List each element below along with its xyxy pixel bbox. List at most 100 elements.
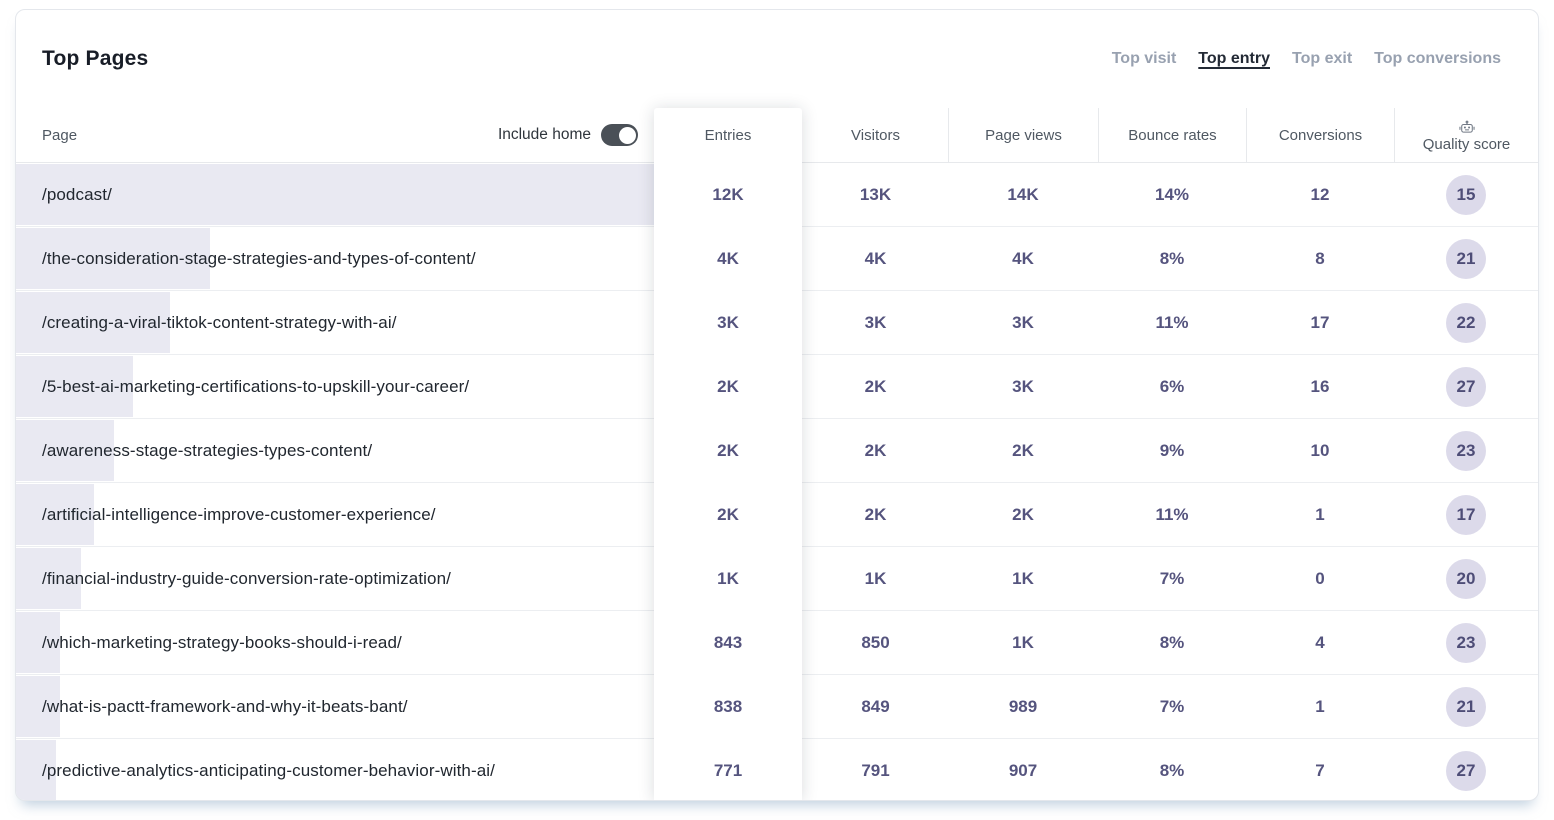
entries-value: 838: [713, 697, 743, 716]
page-path[interactable]: /awareness-stage-strategies-types-conten…: [42, 440, 373, 460]
page-path[interactable]: /5-best-ai-marketing-certifications-to-u…: [42, 376, 470, 396]
page-cell: /the-consideration-stage-strategies-and-…: [16, 227, 655, 290]
entries-value: 12K: [712, 185, 744, 204]
conversions-value: 7: [1315, 761, 1325, 780]
page-views-value: 3K: [1012, 376, 1034, 396]
quality-score-cell: 21: [1394, 227, 1538, 290]
entries-value: 771: [713, 761, 743, 780]
table-row[interactable]: /creating-a-viral-tiktok-content-strateg…: [16, 291, 1538, 355]
page-path[interactable]: /predictive-analytics-anticipating-custo…: [42, 761, 495, 780]
visitors-value: 13K: [859, 184, 892, 204]
bounce-rate-value: 8%: [1159, 761, 1185, 780]
bounce-rate-value: 11%: [1155, 504, 1189, 524]
quality-score-cell: 22: [1394, 291, 1538, 354]
page-cell: /predictive-analytics-anticipating-custo…: [16, 739, 655, 800]
page-views-value: 989: [1008, 696, 1038, 716]
entries-value: 2K: [717, 505, 739, 524]
include-home-toggle[interactable]: [601, 124, 638, 146]
bounce-rate-value: 7%: [1159, 696, 1185, 716]
column-header-visitors[interactable]: Visitors: [851, 126, 900, 144]
robot-icon: [1458, 120, 1475, 135]
page-cell: /which-marketing-strategy-books-should-i…: [16, 611, 655, 674]
table-body: /podcast/13K 14K 14% 12 15/the-consideration…: [16, 163, 1538, 800]
page-path[interactable]: /financial-industry-guide-conversion-rat…: [42, 568, 451, 588]
visitors-value: 1K: [864, 568, 887, 588]
column-header-page: Page Include home: [16, 108, 655, 162]
conversions-value: 17: [1310, 312, 1330, 332]
page-cell: /what-is-pactt-framework-and-why-it-beat…: [16, 675, 655, 738]
conversions-value: 4: [1315, 632, 1325, 652]
top-pages-card: Top Pages Top visit Top entry Top exit Top …: [15, 9, 1539, 801]
conversions-value: 12: [1310, 184, 1330, 204]
quality-score-badge: 27: [1446, 366, 1486, 407]
column-header-quality-score[interactable]: Quality score: [1394, 108, 1538, 162]
card-header: Top Pages Top visit Top entry Top exit Top …: [16, 10, 1538, 108]
page-metric-bar: [16, 484, 94, 545]
column-header-page-views[interactable]: Page views: [948, 108, 1098, 162]
bounce-rate-value: 9%: [1159, 440, 1185, 460]
page-cell: /5-best-ai-marketing-certifications-to-u…: [16, 355, 655, 418]
table-row[interactable]: /what-is-pactt-framework-and-why-it-beat…: [16, 675, 1538, 739]
page-path[interactable]: /podcast/: [42, 184, 112, 204]
visitors-value: 2K: [864, 440, 887, 460]
page-title: Top Pages: [42, 47, 149, 70]
tab-top-entry[interactable]: Top entry: [1198, 50, 1270, 67]
page-views-value: 1K: [1012, 568, 1034, 588]
page-path[interactable]: /the-consideration-stage-strategies-and-…: [42, 248, 476, 268]
table-row[interactable]: /predictive-analytics-anticipating-custo…: [16, 739, 1538, 800]
page-metric-bar: [16, 164, 655, 225]
page-cell: /creating-a-viral-tiktok-content-strateg…: [16, 291, 655, 354]
entries-value: 2K: [717, 377, 739, 396]
conversions-value: 8: [1315, 248, 1325, 268]
quality-score-badge: 27: [1446, 751, 1486, 791]
entries-value: 3K: [717, 313, 739, 332]
table-row[interactable]: /which-marketing-strategy-books-should-i…: [16, 611, 1538, 675]
quality-score-cell: 27: [1394, 739, 1538, 800]
page-path[interactable]: /which-marketing-strategy-books-should-i…: [42, 632, 402, 652]
quality-score-badge: 22: [1446, 302, 1486, 343]
conversions-value: 1: [1315, 504, 1325, 524]
page-views-value: 1K: [1012, 632, 1034, 652]
page-metric-bar: [16, 548, 82, 609]
entries-value: 843: [713, 633, 743, 652]
visitors-value: 3K: [864, 312, 887, 332]
include-home-label: Include home: [497, 126, 591, 143]
table-row[interactable]: /artificial-intelligence-improve-custome…: [16, 483, 1538, 547]
quality-score-badge: 17: [1446, 494, 1486, 535]
conversions-value: 0: [1315, 568, 1325, 588]
page-path[interactable]: /artificial-intelligence-improve-custome…: [42, 504, 436, 524]
entries-value: 2K: [717, 441, 739, 460]
view-tabs: Top visit Top entry Top exit Top conversion…: [1112, 50, 1501, 68]
bounce-rate-value: 8%: [1159, 248, 1185, 268]
visitors-value: 2K: [864, 376, 887, 396]
bounce-rate-value: 7%: [1159, 568, 1185, 588]
conversions-value: 1: [1315, 696, 1325, 716]
bounce-rate-value: 11%: [1155, 312, 1189, 332]
page-views-value: 14K: [1007, 184, 1039, 204]
quality-score-cell: 21: [1394, 675, 1538, 738]
tab-top-visit[interactable]: Top visit: [1111, 50, 1177, 67]
column-header-entries[interactable]: Entries: [704, 127, 752, 144]
quality-score-badge: 15: [1446, 174, 1486, 215]
page-path[interactable]: /what-is-pactt-framework-and-why-it-beat…: [42, 696, 408, 716]
quality-score-cell: 20: [1394, 547, 1538, 610]
entries-value: 1K: [717, 569, 739, 588]
page-path[interactable]: /creating-a-viral-tiktok-content-strateg…: [42, 312, 397, 332]
tab-top-conversions[interactable]: Top conversions: [1374, 50, 1501, 67]
column-header-bounce-rates[interactable]: Bounce rates: [1098, 108, 1246, 162]
quality-score-badge: 20: [1446, 558, 1486, 599]
quality-score-cell: 23: [1394, 611, 1538, 674]
bounce-rate-value: 8%: [1159, 632, 1185, 652]
quality-score-cell: 17: [1394, 483, 1538, 546]
entries-value: 4K: [717, 249, 739, 268]
visitors-value: 4K: [864, 248, 887, 268]
page-metric-bar: [16, 676, 61, 737]
tab-top-exit[interactable]: Top exit: [1292, 50, 1353, 67]
quality-score-badge: 21: [1446, 238, 1486, 279]
column-header-conversions[interactable]: Conversions: [1246, 108, 1394, 162]
page-cell: /financial-industry-guide-conversion-rat…: [16, 547, 655, 610]
bounce-rate-value: 14%: [1154, 184, 1190, 204]
conversions-value: 10: [1310, 440, 1330, 460]
page-views-value: 2K: [1012, 504, 1034, 524]
